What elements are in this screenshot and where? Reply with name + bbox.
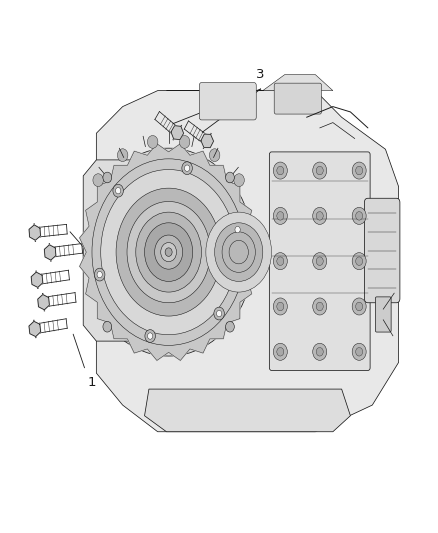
Text: 2: 2 [107,274,116,287]
Circle shape [352,207,366,224]
Circle shape [352,298,366,315]
Polygon shape [29,321,41,336]
Circle shape [95,268,105,281]
Circle shape [92,159,245,345]
Circle shape [316,302,323,311]
Circle shape [145,223,193,281]
Circle shape [226,172,234,183]
Circle shape [93,174,103,187]
Circle shape [316,257,323,265]
Circle shape [277,302,284,311]
Circle shape [277,257,284,265]
Circle shape [148,135,158,148]
Polygon shape [38,295,49,310]
Circle shape [216,310,222,317]
Circle shape [273,207,287,224]
Circle shape [273,253,287,270]
Circle shape [273,162,287,179]
FancyBboxPatch shape [274,83,321,114]
Circle shape [232,223,243,236]
FancyBboxPatch shape [364,198,400,303]
FancyBboxPatch shape [269,152,370,370]
Polygon shape [201,134,214,148]
Circle shape [101,169,237,335]
Circle shape [273,298,287,315]
Circle shape [161,243,177,262]
Circle shape [116,188,221,316]
Circle shape [356,257,363,265]
Polygon shape [29,225,40,240]
FancyBboxPatch shape [375,297,391,332]
Circle shape [356,348,363,356]
Circle shape [313,207,327,224]
Circle shape [148,333,153,339]
Circle shape [116,188,121,194]
Polygon shape [80,144,258,360]
Circle shape [209,149,220,161]
Circle shape [352,343,366,360]
Circle shape [356,302,363,311]
Circle shape [136,212,201,292]
Circle shape [214,307,224,320]
Circle shape [215,223,263,281]
Circle shape [97,271,102,278]
Circle shape [182,162,192,175]
Circle shape [316,166,323,175]
Text: 3: 3 [256,68,265,81]
Circle shape [277,166,284,175]
Polygon shape [44,245,56,260]
Circle shape [229,240,248,264]
Circle shape [313,298,327,315]
Circle shape [155,235,183,269]
Polygon shape [171,126,184,140]
Circle shape [83,148,254,356]
Circle shape [165,248,172,256]
Circle shape [313,343,327,360]
Circle shape [234,174,244,187]
Circle shape [235,227,240,233]
Circle shape [316,348,323,356]
Polygon shape [31,272,43,287]
Circle shape [352,253,366,270]
Circle shape [352,162,366,179]
Circle shape [103,321,112,332]
Circle shape [313,253,327,270]
Polygon shape [83,160,131,341]
Circle shape [313,162,327,179]
Circle shape [113,184,124,197]
Circle shape [145,329,155,342]
Text: 1: 1 [88,376,96,389]
Circle shape [356,212,363,220]
Circle shape [226,321,234,332]
Polygon shape [166,75,333,91]
FancyBboxPatch shape [199,83,256,120]
Circle shape [316,212,323,220]
Circle shape [277,212,284,220]
Circle shape [222,232,255,272]
Circle shape [356,166,363,175]
Circle shape [273,343,287,360]
Circle shape [179,135,190,148]
Circle shape [103,172,112,183]
Circle shape [127,201,210,303]
Circle shape [184,165,190,172]
Circle shape [206,212,272,292]
Circle shape [277,348,284,356]
Polygon shape [96,91,399,432]
Circle shape [117,149,128,161]
Polygon shape [145,389,350,432]
